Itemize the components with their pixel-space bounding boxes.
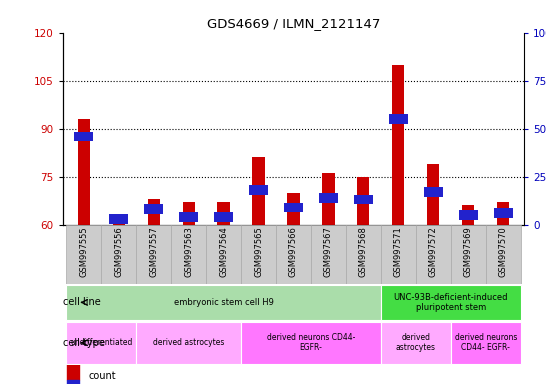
- Bar: [67, 380, 79, 384]
- Bar: [171, 225, 206, 284]
- Text: undifferentiated: undifferentiated: [70, 338, 133, 347]
- Text: GSM997571: GSM997571: [394, 227, 403, 277]
- Bar: [381, 225, 416, 284]
- Bar: [451, 321, 521, 364]
- Text: GSM997570: GSM997570: [498, 227, 508, 277]
- Bar: [459, 210, 478, 220]
- Text: GSM997568: GSM997568: [359, 227, 368, 277]
- Bar: [136, 321, 241, 364]
- Bar: [357, 177, 370, 225]
- Text: GSM997566: GSM997566: [289, 227, 298, 277]
- Bar: [462, 205, 474, 225]
- Bar: [112, 215, 125, 225]
- Text: GSM997572: GSM997572: [429, 227, 438, 277]
- Text: derived astrocytes: derived astrocytes: [153, 338, 224, 347]
- Bar: [381, 321, 451, 364]
- Bar: [322, 174, 335, 225]
- Text: GSM997564: GSM997564: [219, 227, 228, 277]
- Bar: [392, 65, 405, 225]
- Bar: [494, 209, 513, 218]
- Bar: [206, 225, 241, 284]
- Bar: [276, 225, 311, 284]
- Bar: [179, 212, 198, 222]
- Text: embryonic stem cell H9: embryonic stem cell H9: [174, 298, 274, 307]
- Bar: [66, 225, 101, 284]
- Text: GSM997557: GSM997557: [149, 227, 158, 277]
- Bar: [241, 225, 276, 284]
- Bar: [74, 132, 93, 141]
- Bar: [147, 199, 160, 225]
- Bar: [424, 187, 443, 197]
- Bar: [182, 202, 195, 225]
- Bar: [66, 321, 136, 364]
- Text: count: count: [88, 371, 116, 381]
- Bar: [311, 225, 346, 284]
- Bar: [136, 225, 171, 284]
- Bar: [109, 214, 128, 224]
- Text: cell type: cell type: [63, 338, 105, 348]
- Bar: [249, 185, 268, 195]
- Bar: [144, 205, 163, 214]
- Bar: [67, 363, 79, 380]
- Text: GSM997556: GSM997556: [114, 227, 123, 277]
- Bar: [486, 225, 521, 284]
- Bar: [416, 225, 451, 284]
- Bar: [252, 157, 265, 225]
- Bar: [381, 285, 521, 320]
- Title: GDS4669 / ILMN_2121147: GDS4669 / ILMN_2121147: [207, 17, 380, 30]
- Bar: [389, 114, 408, 124]
- Bar: [217, 202, 230, 225]
- Bar: [287, 193, 300, 225]
- Text: cell line: cell line: [63, 297, 100, 308]
- Bar: [346, 225, 381, 284]
- Text: derived
astrocytes: derived astrocytes: [396, 333, 436, 353]
- Bar: [101, 225, 136, 284]
- Bar: [241, 321, 381, 364]
- Text: GSM997567: GSM997567: [324, 227, 333, 277]
- Text: GSM997555: GSM997555: [79, 227, 88, 277]
- Bar: [427, 164, 440, 225]
- Text: GSM997569: GSM997569: [464, 227, 473, 277]
- Bar: [319, 193, 338, 203]
- Bar: [497, 202, 509, 225]
- Bar: [78, 119, 90, 225]
- Text: derived neurons CD44-
EGFR-: derived neurons CD44- EGFR-: [267, 333, 355, 353]
- Bar: [354, 195, 373, 205]
- Text: GSM997565: GSM997565: [254, 227, 263, 277]
- Text: derived neurons
CD44- EGFR-: derived neurons CD44- EGFR-: [454, 333, 517, 353]
- Bar: [66, 285, 381, 320]
- Text: UNC-93B-deficient-induced
pluripotent stem: UNC-93B-deficient-induced pluripotent st…: [394, 293, 508, 312]
- Bar: [284, 203, 303, 212]
- Text: GSM997563: GSM997563: [184, 227, 193, 277]
- Bar: [214, 212, 233, 222]
- Bar: [451, 225, 486, 284]
